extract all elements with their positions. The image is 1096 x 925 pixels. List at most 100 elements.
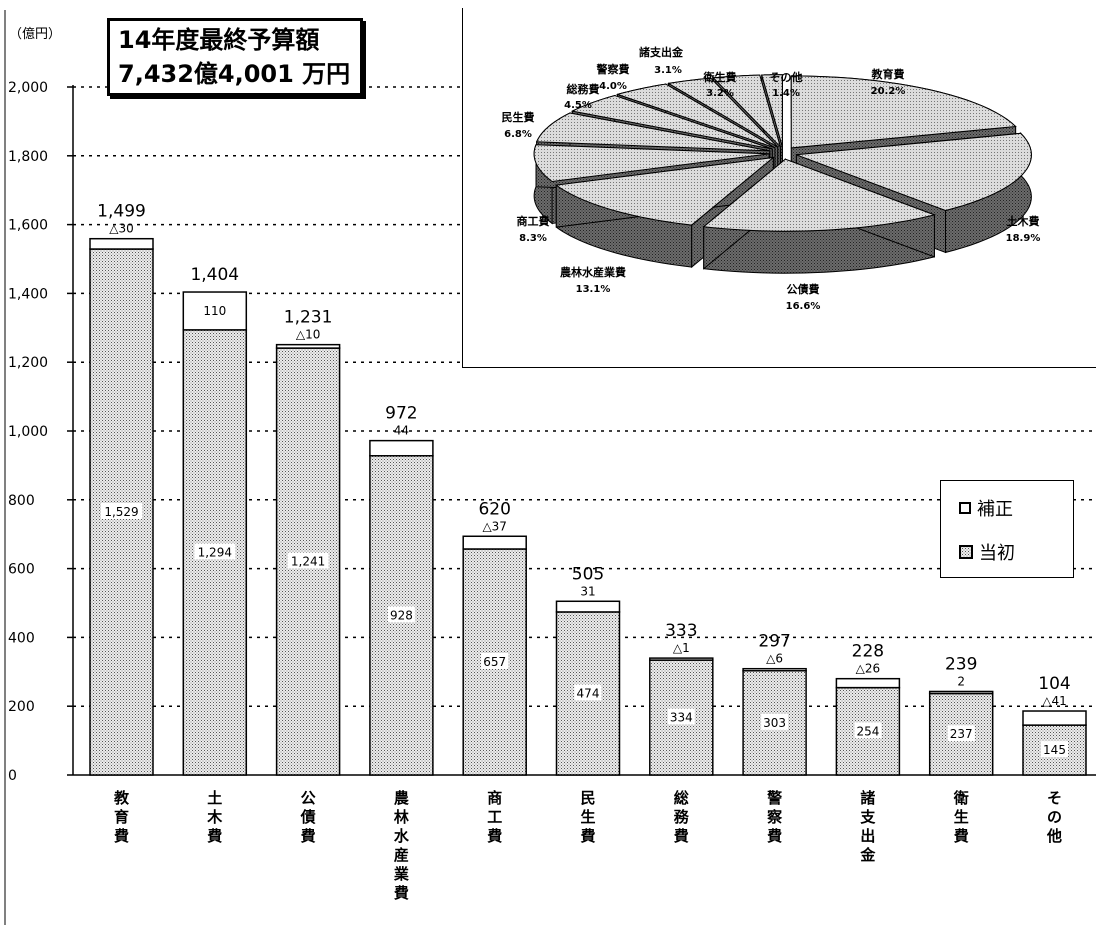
value-label-hosei: △1	[673, 641, 690, 655]
value-label-tousho: 237	[950, 727, 973, 741]
pie-label: 民生費	[502, 110, 535, 124]
pie-slice	[702, 158, 937, 274]
pie-label: 公債費	[787, 282, 820, 296]
pie-pct: 3.1%	[654, 65, 682, 76]
value-label-tousho: 254	[856, 724, 879, 738]
pie-slice-top	[796, 132, 1032, 211]
pie-pct: 8.3%	[519, 233, 547, 244]
pie-slice-top	[554, 156, 775, 226]
value-label-bg	[194, 543, 236, 560]
total-label: 228	[852, 642, 884, 662]
pie-pct: 1.4%	[772, 88, 800, 99]
pie-slice-top	[615, 83, 776, 149]
pie-pct: 4.0%	[599, 81, 627, 92]
value-label-tousho: 1,529	[104, 505, 138, 519]
value-label-bg	[667, 708, 695, 725]
pie-label: 警察費	[596, 62, 630, 76]
value-label-bg	[481, 652, 509, 669]
value-label-hosei: 44	[394, 424, 409, 438]
pie-slice-top	[702, 158, 937, 232]
legend-label-tousho: 当初	[979, 543, 1015, 564]
data-labels: 1,529 △301,499 1,294 110 1,404 1,241 △101,231 9…	[97, 202, 1071, 758]
axes: （億円） 0 200 400 600 800 1,000 1,200 1,400 1,600 1,8…	[4, 10, 1096, 925]
pie-chart: 教育費 20.2% 土木費 18.9% 公債費 16.6% 農林水産業費 13.1% 商工費 8.…	[502, 45, 1041, 312]
y-tick-label: 1,400	[8, 286, 48, 302]
value-label-bg	[387, 606, 415, 623]
category-label: 務	[674, 808, 690, 826]
value-label-tousho: 145	[1043, 743, 1066, 757]
pie-label: 教育費	[871, 67, 905, 81]
category-label: 工	[487, 808, 502, 826]
y-tick-label: 800	[8, 493, 35, 509]
category-label: 諸	[860, 789, 875, 807]
bar-hosei	[649, 657, 714, 661]
value-label-hosei: △6	[766, 652, 783, 666]
category-label: 育	[114, 808, 129, 826]
category-label: 民	[580, 789, 595, 807]
value-label-bg	[287, 552, 329, 569]
value-label-hosei: 2	[957, 674, 965, 688]
category-label: 水	[394, 827, 410, 845]
bar-hosei	[555, 600, 621, 613]
y-tick-label: 1,600	[8, 218, 48, 234]
bar-hosei	[369, 439, 434, 457]
total-label: 1,231	[284, 308, 333, 328]
pie-pct: 18.9%	[1006, 233, 1041, 244]
category-label: 総	[674, 789, 689, 807]
category-label: 支	[859, 808, 876, 826]
pie-slice-top	[535, 112, 770, 152]
category-label: 教	[113, 789, 130, 807]
value-label-hosei: △37	[482, 519, 507, 533]
title-line-2: 7,432億4,001 万円	[118, 60, 351, 88]
legend-swatch-tousho	[959, 545, 973, 559]
category-label: 察	[766, 808, 783, 826]
pie-pct: 20.2%	[871, 86, 906, 97]
legend-item-hosei: 補正	[959, 495, 1013, 521]
value-label-bg	[761, 713, 789, 730]
total-label: 1,499	[97, 202, 146, 222]
category-label: 業	[393, 865, 410, 883]
category-label: 費	[954, 827, 969, 845]
legend-item-tousho: 当初	[959, 539, 1015, 565]
category-label: 木	[206, 808, 223, 826]
category-label: 商	[487, 789, 502, 807]
pie-slice-top	[761, 74, 783, 147]
pie-slice-top	[712, 74, 781, 148]
category-label: 林	[394, 808, 410, 826]
bars	[89, 237, 1087, 776]
category-label: 費	[114, 827, 129, 845]
y-tick-label: 400	[8, 630, 35, 646]
category-label: 費	[487, 827, 502, 845]
pie-pct: 4.5%	[564, 100, 592, 111]
value-label-tousho: 1,294	[198, 545, 232, 559]
total-label: 972	[385, 404, 417, 424]
bar-hosei	[182, 291, 248, 331]
value-label-bg	[101, 503, 142, 520]
category-label: そ	[1047, 789, 1062, 807]
value-label-tousho: 928	[390, 608, 413, 622]
category-label: 生	[954, 808, 969, 826]
pie-pct: 3.2%	[706, 88, 734, 99]
category-label: 債	[300, 808, 316, 826]
total-label: 297	[758, 632, 790, 652]
pie-label: 衛生費	[703, 70, 737, 84]
pie-label: 総務費	[567, 82, 600, 96]
value-label-tousho: 474	[577, 686, 600, 700]
pie-slice-top	[667, 77, 779, 148]
value-label-tousho: 334	[670, 711, 693, 725]
y-tick-label: 1,800	[8, 149, 48, 165]
total-label: 333	[665, 621, 697, 641]
value-label-tousho: 303	[763, 716, 786, 730]
value-label-hosei: 110	[203, 304, 226, 318]
legend: 補正 当初	[940, 480, 1074, 578]
category-label: 費	[301, 827, 316, 845]
value-label-hosei: △30	[109, 222, 134, 236]
category-label: 衛	[953, 789, 969, 807]
pie-label: 商工費	[517, 214, 550, 228]
pie-slice-top	[570, 95, 773, 150]
total-label: 620	[478, 499, 510, 519]
pie-label: その他	[770, 70, 803, 84]
pie-label: 土木費	[1007, 214, 1040, 228]
pie-pct: 6.8%	[504, 129, 532, 140]
category-label: 金	[859, 846, 876, 864]
